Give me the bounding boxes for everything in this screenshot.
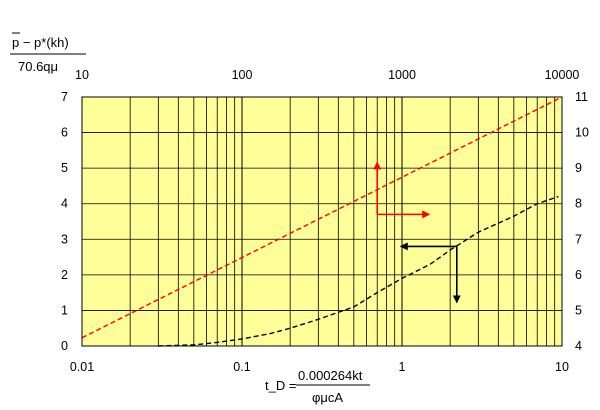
right-tick-label: 9 (575, 161, 582, 175)
y-axis-label-denominator: 70.6qμ (18, 59, 58, 74)
top-tick-label: 100 (232, 68, 253, 82)
left-tick-label: 2 (61, 268, 68, 282)
plot-frame (81, 96, 563, 347)
x-axis-label-denominator: φμcA (312, 390, 343, 405)
bottom-tick-label: 0.1 (233, 360, 250, 374)
right-tick-label: 7 (575, 232, 582, 246)
series-layer (81, 96, 563, 347)
x-axis-label: t_D = 0.000264kt φμcA (265, 368, 370, 405)
bottom-tick-label: 1 (399, 360, 406, 374)
right-axis-ticks: 4 5 6 7 8 9 10 11 (575, 90, 589, 353)
y-axis-label: p − p*(kh) 70.6qμ (10, 32, 86, 74)
left-tick-label: 5 (61, 161, 68, 175)
left-axis-ticks: 0 1 2 3 4 5 6 7 (61, 90, 68, 353)
left-tick-label: 4 (61, 197, 68, 211)
right-tick-label: 10 (575, 126, 589, 140)
left-tick-label: 6 (61, 126, 68, 140)
top-tick-label: 10000 (545, 68, 580, 82)
right-tick-label: 4 (575, 339, 582, 353)
grid (82, 97, 562, 346)
x-axis-label-numerator: 0.000264kt (298, 368, 363, 383)
right-tick-label: 6 (575, 268, 582, 282)
y-axis-label-numerator: p − p*(kh) (12, 35, 69, 50)
right-tick-label: 5 (575, 303, 582, 317)
bottom-axis-ticks: 0.01 0.1 1 10 (70, 360, 569, 374)
annotation-layer (373, 161, 461, 304)
series-line-1 (81, 96, 563, 339)
left-tick-label: 0 (61, 339, 68, 353)
left-tick-label: 3 (61, 232, 68, 246)
right-tick-label: 8 (575, 197, 582, 211)
x-axis-label-lhs: t_D = (265, 378, 296, 393)
bottom-tick-label: 10 (555, 360, 569, 374)
bottom-tick-label: 0.01 (70, 360, 94, 374)
plot-background (82, 97, 562, 346)
right-tick-label: 11 (575, 90, 588, 104)
top-axis-ticks: 10 100 1000 10000 (75, 68, 579, 82)
left-tick-label: 7 (61, 90, 68, 104)
top-tick-label: 10 (75, 68, 89, 82)
top-tick-label: 1000 (388, 68, 416, 82)
left-tick-label: 1 (61, 303, 68, 317)
